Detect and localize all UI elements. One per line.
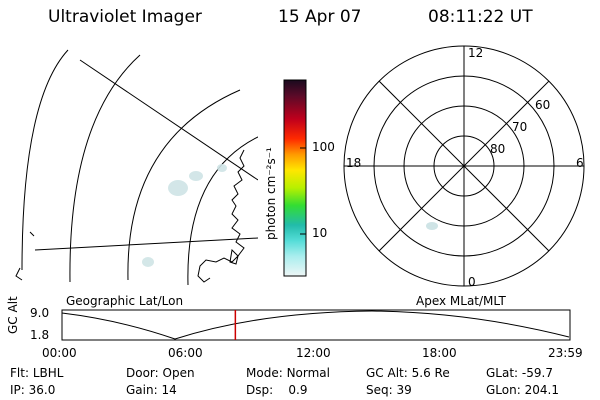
- status-mode: Mode: Normal: [246, 366, 330, 380]
- coastline: [29, 231, 35, 237]
- app-title: Ultraviolet Imager: [48, 7, 202, 27]
- altitude-axis-label: GC Alt: [6, 296, 20, 334]
- coastline: [229, 248, 239, 265]
- mlt-12-label: 12: [468, 46, 484, 60]
- status-glon: GLon: 204.1: [486, 383, 559, 397]
- aurora-patch: [168, 180, 188, 196]
- geographic-panel-label: Geographic Lat/Lon: [66, 294, 184, 308]
- aurora-patch: [142, 257, 154, 267]
- altitude-xtick: 18:00: [422, 346, 457, 360]
- latitude-arc: [21, 49, 69, 271]
- coastline: [15, 267, 23, 281]
- mlt-6-label: 6: [576, 156, 584, 170]
- colorbar: [283, 79, 307, 277]
- status-dsp: Dsp: 0.9: [246, 383, 308, 397]
- altitude-xtick: 00:00: [42, 346, 77, 360]
- altitude-ytick-top: 9.0: [30, 306, 50, 320]
- status-flt: Flt: LBHL: [10, 366, 64, 380]
- aurora-patch: [217, 164, 227, 172]
- status-seq: Seq: 39: [366, 383, 412, 397]
- altitude-curve: [61, 310, 570, 340]
- colorbar-tick-10: 10: [312, 226, 328, 240]
- mlt-0-label: 0: [468, 275, 476, 289]
- date-label: 15 Apr 07: [278, 7, 362, 27]
- status-ip: IP: 36.0: [10, 383, 56, 397]
- meridian-line: [34, 237, 258, 251]
- lat-80-label: 80: [490, 142, 506, 156]
- colorbar-tick-100: 100: [312, 140, 335, 154]
- status-door: Door: Open: [126, 366, 195, 380]
- latitude-arc: [127, 89, 241, 281]
- mlt-18-label: 18: [346, 156, 362, 170]
- polar-panel-label: Apex MLat/MLT: [416, 294, 506, 308]
- aurora-patch: [189, 171, 203, 181]
- status-glat: GLat: -59.7: [486, 366, 553, 380]
- coastline: [197, 149, 245, 283]
- altitude-xtick: 23:59: [548, 346, 583, 360]
- latitude-arc: [187, 136, 258, 286]
- status-gc-alt: GC Alt: 5.6 Re: [366, 366, 450, 380]
- time-label: 08:11:22 UT: [428, 7, 533, 27]
- meridian-line: [79, 59, 258, 181]
- lat-70-label: 70: [512, 120, 528, 134]
- lat-60-label: 60: [535, 98, 551, 112]
- altitude-xtick: 06:00: [168, 346, 203, 360]
- altitude-xtick: 12:00: [296, 346, 331, 360]
- altitude-ytick-bottom: 1.8: [30, 328, 50, 342]
- status-gain: Gain: 14: [126, 383, 177, 397]
- aurora-patch: [426, 222, 438, 230]
- latitude-arc: [69, 54, 141, 283]
